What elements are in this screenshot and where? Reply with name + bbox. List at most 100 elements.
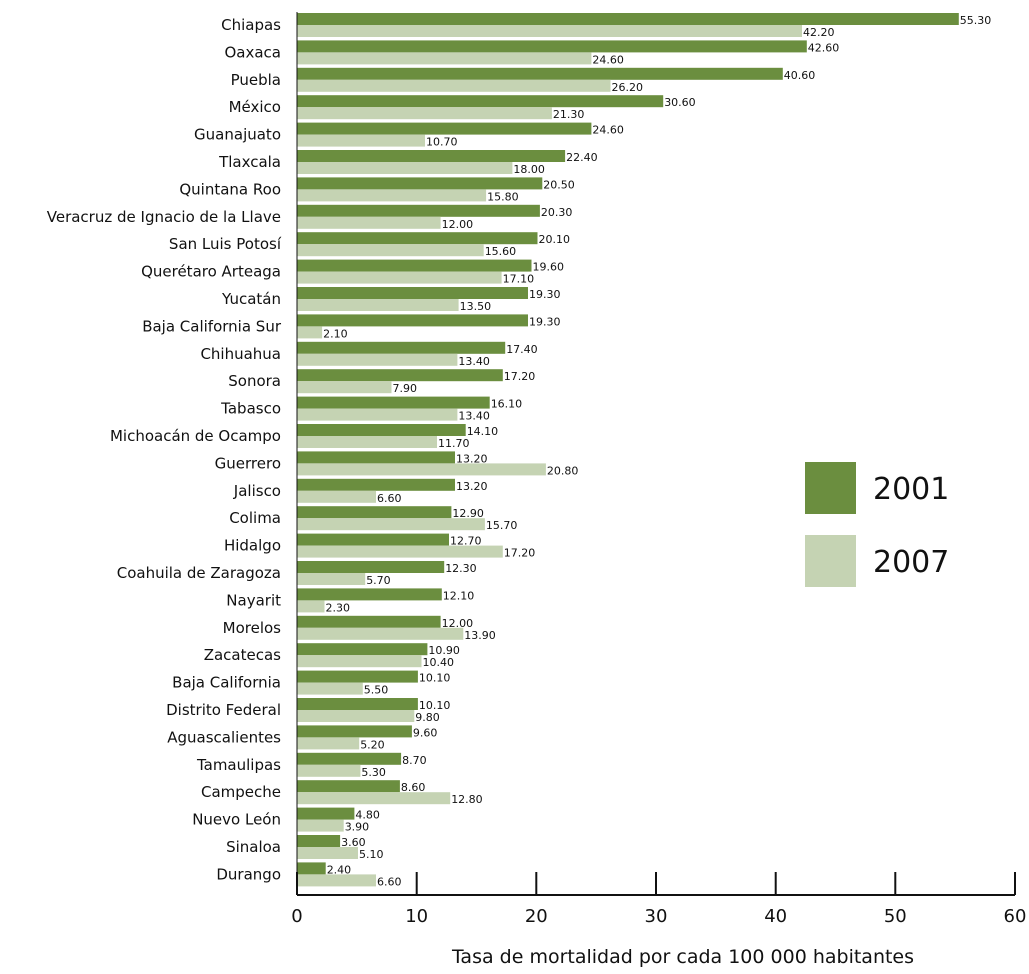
bar-2001-22 bbox=[297, 615, 441, 628]
bar-2001-18 bbox=[297, 506, 452, 519]
bar-2001-7 bbox=[297, 204, 540, 217]
bar-2007-27 bbox=[297, 764, 361, 777]
bar-2007-24 bbox=[297, 682, 363, 695]
bar-2007-19 bbox=[297, 545, 503, 558]
bar-2001-6 bbox=[297, 177, 543, 190]
data-label-2001: 19.60 bbox=[533, 261, 565, 274]
x-tick-label: 60 bbox=[1004, 906, 1027, 927]
bar-2001-8 bbox=[297, 232, 538, 245]
bar-2001-19 bbox=[297, 533, 449, 546]
data-label-2001: 16.10 bbox=[491, 398, 523, 411]
data-label-2007: 5.20 bbox=[360, 738, 385, 751]
data-label-2007: 12.00 bbox=[442, 218, 474, 231]
data-label-2001: 14.10 bbox=[467, 425, 499, 438]
bars-group: 55.30 42.20 42.60 24.60 40.60 26.20 30.60 21.30… bbox=[297, 13, 991, 888]
bar-2007-13 bbox=[297, 381, 392, 394]
data-label-2007: 17.10 bbox=[503, 273, 534, 286]
data-label-2001: 10.10 bbox=[419, 699, 451, 712]
bar-2007-18 bbox=[297, 518, 485, 531]
category-label: Quintana Roo bbox=[179, 180, 281, 198]
bar-2001-30 bbox=[297, 835, 341, 847]
bar-2001-17 bbox=[297, 478, 455, 491]
data-label-2001: 24.60 bbox=[592, 124, 624, 137]
data-label-2001: 12.10 bbox=[443, 589, 475, 602]
category-label: Nayarit bbox=[226, 591, 281, 609]
category-label: México bbox=[229, 98, 281, 116]
category-label: Querétaro Arteaga bbox=[141, 263, 281, 281]
bar-2001-29 bbox=[297, 807, 355, 820]
bar-2001-26 bbox=[297, 725, 412, 738]
data-label-2007: 24.60 bbox=[592, 53, 624, 66]
data-label-2007: 2.30 bbox=[326, 601, 351, 614]
category-label: Tabasco bbox=[220, 400, 281, 418]
category-label: Guanajuato bbox=[194, 126, 281, 144]
bar-2007-0 bbox=[297, 25, 802, 37]
legend-swatch-2007 bbox=[805, 535, 856, 587]
data-label-2007: 5.70 bbox=[366, 574, 391, 587]
data-label-2001: 12.70 bbox=[450, 535, 482, 548]
data-label-2007: 26.20 bbox=[612, 81, 644, 94]
x-tick-label: 20 bbox=[525, 906, 548, 927]
bar-2007-20 bbox=[297, 573, 366, 585]
data-label-2001: 4.80 bbox=[355, 809, 380, 822]
x-tick-label: 30 bbox=[645, 906, 668, 927]
category-label: Colima bbox=[229, 509, 281, 527]
data-label-2007: 6.60 bbox=[377, 875, 402, 888]
data-label-2001: 20.10 bbox=[539, 233, 571, 246]
category-label: Hidalgo bbox=[224, 537, 281, 555]
data-label-2001: 30.60 bbox=[664, 96, 696, 109]
data-label-2007: 2.10 bbox=[323, 327, 348, 340]
x-tick-label: 0 bbox=[291, 906, 302, 927]
category-label: Baja California bbox=[172, 674, 281, 692]
bar-2007-25 bbox=[297, 710, 415, 722]
category-label: Sinaloa bbox=[226, 838, 281, 856]
data-label-2007: 15.80 bbox=[487, 190, 518, 203]
bar-2007-7 bbox=[297, 216, 441, 229]
bar-2007-12 bbox=[297, 353, 458, 366]
category-label: Chihuahua bbox=[200, 345, 281, 363]
bar-2001-21 bbox=[297, 588, 442, 601]
data-label-2001: 20.50 bbox=[543, 178, 575, 191]
data-label-2001: 13.20 bbox=[456, 452, 488, 465]
bar-2001-2 bbox=[297, 67, 783, 80]
category-label: San Luis Potosí bbox=[169, 235, 282, 253]
data-label-2001: 2.40 bbox=[327, 863, 352, 876]
category-label: Campeche bbox=[201, 783, 281, 801]
bar-2001-4 bbox=[297, 122, 592, 135]
bar-2001-25 bbox=[297, 698, 418, 710]
data-label-2007: 15.70 bbox=[486, 519, 518, 532]
bar-2001-28 bbox=[297, 780, 400, 793]
bar-2001-5 bbox=[297, 150, 566, 162]
bar-2001-27 bbox=[297, 752, 402, 765]
data-label-2007: 5.10 bbox=[359, 848, 384, 861]
data-label-2007: 17.20 bbox=[504, 547, 536, 560]
data-label-2001: 10.90 bbox=[428, 644, 460, 657]
category-label: Oaxaca bbox=[224, 43, 281, 61]
data-label-2007: 15.60 bbox=[485, 245, 517, 258]
category-labels: Chiapas Oaxaca Puebla México Guanajuato Tlaxc… bbox=[47, 16, 282, 883]
data-label-2001: 3.60 bbox=[341, 836, 366, 849]
category-label: Tamaulipas bbox=[196, 756, 281, 774]
bar-2007-21 bbox=[297, 600, 325, 613]
x-ticks: 0 10 20 30 40 50 60 bbox=[291, 872, 1026, 927]
data-label-2007: 5.50 bbox=[364, 684, 389, 697]
bar-2001-10 bbox=[297, 287, 528, 299]
data-label-2001: 9.60 bbox=[413, 726, 438, 739]
legend-swatch-2001 bbox=[805, 462, 856, 514]
bar-2001-16 bbox=[297, 451, 455, 464]
data-label-2007: 11.70 bbox=[438, 437, 470, 450]
data-label-2001: 12.90 bbox=[452, 507, 484, 520]
data-label-2007: 7.90 bbox=[393, 382, 418, 395]
data-label-2001: 10.10 bbox=[419, 672, 451, 685]
bar-2001-3 bbox=[297, 95, 664, 108]
bar-2007-2 bbox=[297, 79, 611, 92]
bar-2001-11 bbox=[297, 314, 528, 327]
bar-2007-11 bbox=[297, 326, 323, 339]
bar-2007-6 bbox=[297, 189, 487, 202]
legend: 2001 2007 bbox=[805, 462, 949, 587]
data-label-2001: 19.30 bbox=[529, 288, 561, 301]
category-label: Morelos bbox=[223, 619, 282, 637]
bar-2007-3 bbox=[297, 107, 552, 120]
category-label: Guerrero bbox=[215, 454, 281, 472]
data-label-2007: 10.40 bbox=[423, 656, 455, 669]
